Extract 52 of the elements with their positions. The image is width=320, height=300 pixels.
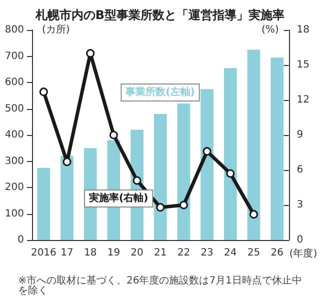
y-tick-label: 0 [18, 234, 24, 246]
point [62, 158, 72, 166]
point [86, 49, 95, 58]
point [202, 147, 212, 156]
x-tick-label: 25 [247, 248, 260, 258]
point [156, 203, 165, 212]
x-axis-title: (年度) [289, 248, 318, 260]
bar [247, 50, 260, 240]
y2-tick-label: 6 [296, 164, 304, 176]
x-tick-label: 20 [130, 248, 144, 258]
y2-tick-label: 9 [296, 130, 304, 140]
series-label: 実施率(右軸) [88, 192, 148, 204]
y-tick-label: 400 [4, 130, 24, 140]
point [109, 130, 118, 140]
bar [37, 168, 50, 240]
point [250, 210, 258, 219]
x-tick-label: 2016 [30, 248, 56, 258]
y2-axis-title: (%) [261, 24, 279, 36]
x-tick-label: 24 [224, 248, 237, 258]
chart-title: 札幌市内のB型事業所数と「運営指導」実施率 [34, 8, 285, 22]
y2-tick-label: 15 [296, 60, 310, 70]
y-tick-label: 800 [4, 24, 24, 36]
point [226, 169, 235, 178]
y2-tick-label: 12 [296, 94, 310, 106]
x-tick-label: 22 [177, 248, 190, 258]
bar [224, 68, 237, 240]
x-tick-label: 23 [200, 248, 214, 258]
x-tick-label: 26 [270, 248, 284, 258]
y-tick-label: 700 [4, 50, 24, 62]
point [132, 176, 142, 185]
y-tick-label: 300 [4, 156, 24, 167]
y-tick-label: 100 [4, 208, 24, 220]
x-tick-label: 21 [154, 248, 167, 258]
point [39, 88, 48, 96]
series-label: 事業所数(左軸) [124, 86, 195, 98]
text: ※市への取材に基づく。26年度の施設数は7月1日時点で休止中を除く [18, 274, 302, 296]
y-tick-label: 600 [4, 77, 24, 88]
bar [154, 114, 167, 240]
bar [60, 156, 74, 240]
y2-tick-label: 3 [296, 200, 304, 210]
point [179, 200, 188, 210]
y-axis-title: (カ所) [42, 24, 70, 36]
x-tick-label: 17 [60, 248, 74, 258]
y2-tick-label: 18 [296, 24, 310, 36]
y-tick-label: 200 [4, 182, 24, 193]
y2-tick-label: 0 [296, 234, 304, 246]
bar [200, 89, 214, 240]
x-tick-label: 19 [107, 248, 120, 258]
y-tick-label: 500 [4, 103, 24, 114]
x-tick-label: 18 [84, 248, 97, 258]
bar [270, 58, 284, 240]
bar [177, 104, 190, 240]
